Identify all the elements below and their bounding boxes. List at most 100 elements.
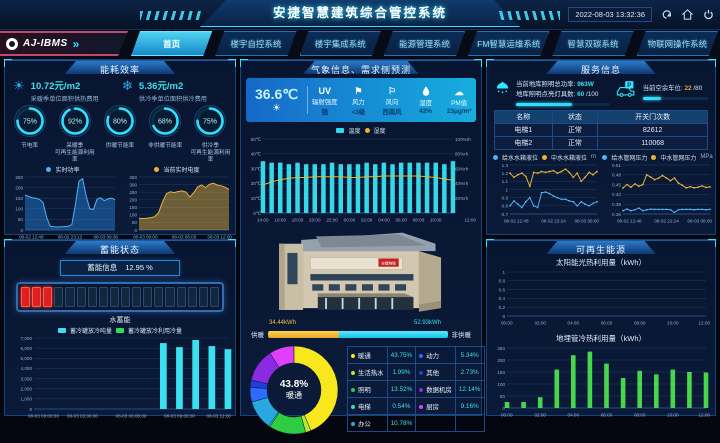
svg-text:0: 0	[502, 314, 505, 319]
svg-text:0: 0	[502, 406, 505, 411]
parking-progress-bar	[642, 97, 708, 100]
svg-text:08-02 23:12: 08-02 23:12	[58, 235, 83, 240]
garage-lighting-stat: 当前地库照明总功率: 963W 地库照明点亮灯具数: 60 /100	[494, 80, 610, 106]
legend-item[interactable]: 给水水箱液位	[501, 155, 538, 162]
uv-metric: UV 辐射强度 强	[308, 85, 342, 116]
tab-energy-management[interactable]: 能源管理系统	[384, 31, 465, 56]
uv-icon: UV	[318, 85, 332, 96]
svg-text:08-03 09:36: 08-03 09:36	[93, 235, 118, 240]
svg-text:200: 200	[129, 198, 137, 203]
svg-text:00:00: 00:00	[344, 218, 356, 223]
svg-text:2,000: 2,000	[21, 387, 33, 392]
svg-text:06:00: 06:00	[601, 321, 613, 326]
svg-text:08-03 03:00:00: 08-03 03:00:00	[67, 414, 98, 419]
wind-direction-metric: ⚐ 风向 西南风	[375, 85, 409, 116]
gauge-nonheating-saving: 68% 非供暖节能率	[143, 104, 188, 164]
water-level-chart: 给水水箱液位 中水水箱液位 m 0.7 0.8 0.9 1 1.1 1.2 1.3 08-02…	[489, 152, 600, 229]
parking-value: 22	[684, 85, 692, 92]
consumption-row: 生活热水 1.99% 其他 2.73%	[347, 363, 485, 381]
ground-source-chart: 0 50 100 150 200 250 00:00 02:00 04:00 06:00 08:00…	[487, 344, 715, 423]
battery-cell	[87, 287, 97, 307]
panel-title: 蓄能状态	[5, 240, 235, 255]
double-arrow-icon: »	[72, 36, 80, 51]
svg-text:20:00: 20:00	[309, 218, 321, 223]
svg-text:08-02 22:24: 08-02 22:24	[654, 219, 679, 224]
tab-fm-maintenance[interactable]: FM智慧运维系统	[468, 31, 549, 56]
consumption-row: 照明 13.52% 数据机房 12.14%	[347, 380, 485, 398]
gauge-power-saving: 75% 节电率	[7, 104, 52, 164]
weather-card: 36.6℃ ☀ UV 辐射强度 强 ⚑ 风力 <3级 ⚐ 风向 西南风 湿度 4…	[246, 78, 476, 122]
svg-text:0: 0	[29, 407, 32, 412]
elevator-table: 名称 状态 开关门次数 电梯1 正常 82612 电梯2 正常 110068	[494, 110, 708, 150]
legend-item[interactable]: 实时功率	[55, 167, 80, 174]
battery-cell	[21, 287, 31, 307]
svg-text:08-03 00:00:00: 08-03 00:00:00	[28, 414, 59, 419]
consumption-row: 办公 10.78%	[347, 414, 485, 432]
svg-text:0.8: 0.8	[499, 279, 506, 284]
svg-text:40℃: 40℃	[251, 152, 262, 157]
svg-text:02:00: 02:00	[361, 218, 373, 223]
svg-text:08-03 09:00:00: 08-03 09:00:00	[164, 414, 195, 419]
battery-cell	[43, 287, 53, 307]
snowflake-icon: ❄	[122, 78, 133, 93]
panel-title: 气象信息、需求侧预测	[241, 60, 481, 75]
svg-text:0℃: 0℃	[253, 211, 262, 216]
svg-text:200: 200	[15, 186, 23, 191]
consumption-legend-table: 暖通 43.75% 动力 5.34% 生活热水 1.99% 其他 2.73% 照明 13.…	[347, 346, 485, 432]
sun-icon: ☀	[13, 78, 25, 93]
power-icon[interactable]	[701, 8, 715, 22]
svg-text:250: 250	[15, 175, 23, 180]
legend-item[interactable]: 温度	[348, 128, 361, 135]
lighting-power-value: 963W	[577, 81, 594, 88]
svg-text:08:00: 08:00	[634, 321, 646, 326]
svg-text:0.2: 0.2	[499, 305, 506, 310]
gauge-cooling-renewable: 75% 供冷季 可再生能源利用率	[188, 104, 233, 164]
svg-text:0.7: 0.7	[501, 212, 508, 217]
tab-home[interactable]: 首页	[131, 31, 212, 56]
table-row: 电梯2 正常 110068	[494, 136, 708, 150]
tab-iot-os[interactable]: 物联网操作系统	[637, 31, 718, 56]
svg-text:08-03 06:00: 08-03 06:00	[172, 235, 197, 240]
battery-cell	[176, 287, 186, 307]
app-title-banner: 安捷智慧建筑综合管控系统	[200, 0, 520, 27]
main-nav: AJ-IBMS » 首页 楼宇自控系统 楼宇集成系统 能源管理系统 FM智慧运维…	[0, 30, 720, 58]
svg-text:18:00: 18:00	[292, 218, 304, 223]
gauge-heating-saving: 80% 供暖节能率	[97, 104, 142, 164]
legend-item[interactable]: 给水管网压力	[611, 155, 648, 162]
tank-label: 水蓄能	[109, 317, 131, 324]
consumption-row: 电梯 0.54% 厨房 9.16%	[347, 397, 485, 415]
svg-text:150: 150	[129, 205, 137, 210]
tab-building-automation[interactable]: 楼宇自控系统	[215, 31, 296, 56]
cost-stats: ☀ 10.72元/m2 采暖季单位面积供热费用 ❄ 5.36元/m2 供冷季单位…	[5, 75, 235, 104]
legend-item[interactable]: 蓄冷罐放冷利用冷量	[128, 328, 183, 335]
storage-discharge-chart: 0 1,000 2,000 3,000 4,000 5,000 6,000 7,000 08-0…	[5, 335, 235, 424]
svg-text:0.39: 0.39	[612, 202, 621, 207]
svg-text:16:00: 16:00	[275, 218, 287, 223]
storage-status-panel: 蓄能状态 蓄能信息 12.95 % 水蓄能 蓄冷罐放冷吨量 蓄冷罐放冷利用冷量 …	[4, 239, 236, 419]
building-sign: 安捷物联	[381, 260, 396, 265]
tab-dual-carbon[interactable]: 智慧双碳系统	[552, 31, 633, 56]
svg-text:08-03 08:00: 08-03 08:00	[574, 219, 599, 224]
back-icon[interactable]	[659, 8, 673, 22]
battery-cell	[76, 287, 86, 307]
tab-building-integration[interactable]: 楼宇集成系统	[300, 31, 381, 56]
legend-item[interactable]: 当前实时电度	[163, 167, 200, 174]
header-hatch-right	[496, 11, 560, 20]
svg-text:200: 200	[497, 358, 505, 363]
svg-text:150: 150	[15, 196, 23, 201]
legend-item[interactable]: 中水水箱液位	[551, 155, 588, 162]
nav-logo[interactable]: AJ-IBMS »	[0, 31, 128, 56]
temp-humidity-chart: 0℃ 10℃ 20℃ 30℃ 40℃ 50℃ 20%rh 40%rh 60%rh 80%rh 100…	[241, 135, 481, 228]
legend-item[interactable]: 中水管网压力	[660, 155, 697, 162]
svg-text:04:00: 04:00	[378, 218, 390, 223]
svg-text:10℃: 10℃	[251, 196, 262, 201]
weather-demand-panel: 气象信息、需求侧预测 36.6℃ ☀ UV 辐射强度 强 ⚑ 风力 <3级 ⚐ …	[240, 59, 485, 435]
svg-text:100: 100	[129, 213, 137, 218]
legend-item[interactable]: 湿度	[373, 128, 386, 135]
svg-text:1.3: 1.3	[501, 163, 508, 168]
home-icon[interactable]	[680, 8, 694, 22]
svg-text:60%rh: 60%rh	[455, 166, 469, 171]
battery-cell	[198, 287, 208, 307]
legend-item[interactable]: 蓄冷罐放冷吨量	[69, 328, 112, 335]
humidity-icon	[409, 85, 443, 98]
